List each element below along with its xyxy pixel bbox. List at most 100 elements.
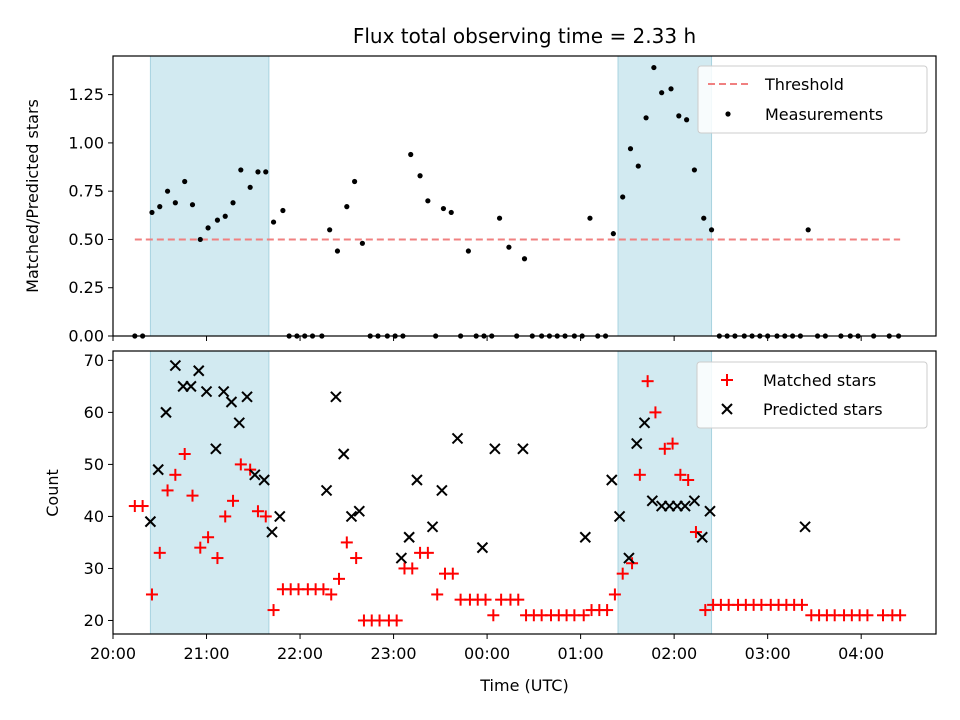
matched-star-point <box>406 562 419 575</box>
predicted-star-point <box>185 380 197 393</box>
measurement-point <box>263 169 269 175</box>
predicted-star-point <box>696 531 708 543</box>
predicted-star-point <box>613 510 626 523</box>
predicted-star-point <box>426 521 439 533</box>
predicted-star-point <box>241 391 253 403</box>
y-tick-label: 20 <box>84 611 104 630</box>
matched-star-point <box>211 552 224 565</box>
matched-star-point <box>153 546 166 559</box>
matched-star-point <box>202 531 215 544</box>
matched-star-point <box>658 442 671 455</box>
x-tick-label: 01:00 <box>558 644 604 663</box>
axes-frame <box>112 350 937 635</box>
legend-matched-swatch <box>721 374 733 386</box>
matched-star-point <box>390 614 403 627</box>
measurement-point <box>182 178 188 185</box>
measurement-point <box>805 227 811 233</box>
matched-star-point <box>421 546 434 559</box>
measurement-point <box>214 217 221 223</box>
predicted-star-point <box>320 484 333 497</box>
predicted-star-point <box>517 443 529 455</box>
measurement-point <box>668 86 674 92</box>
predicted-star-point <box>646 495 659 507</box>
measurement-point <box>352 178 358 185</box>
measurement-point <box>643 115 649 121</box>
measurement-point <box>359 240 365 246</box>
predicted-star-point <box>489 443 501 455</box>
matched-star-point <box>601 604 614 617</box>
measurement-point <box>496 215 503 221</box>
y-tick-label: 1.00 <box>68 133 104 152</box>
y-tick-label: 60 <box>84 403 104 422</box>
predicted-star-point <box>411 474 423 486</box>
measurement-point <box>230 200 236 206</box>
predicted-star-point <box>233 417 245 429</box>
legend-predicted-swatch <box>721 403 733 415</box>
measurement-point <box>238 167 244 173</box>
measurement-point <box>651 64 657 71</box>
predicted-star-point <box>395 552 408 564</box>
legend-matched-label: Matched stars <box>763 371 876 390</box>
chart-title: Flux total observing time = 2.33 h <box>353 24 696 48</box>
measurement-point <box>465 248 471 254</box>
predicted-star-point <box>638 417 651 429</box>
matched-star-point <box>169 468 182 481</box>
matched-star-point <box>219 510 232 523</box>
ratio-legend: Threshold Measurements <box>697 65 928 134</box>
matched-star-point <box>649 406 662 419</box>
predicted-star-point <box>606 474 618 486</box>
measurement-point <box>205 225 211 231</box>
measurement-point <box>676 113 682 119</box>
y-tick-label: 30 <box>84 559 104 578</box>
count-legend-box <box>696 361 928 429</box>
matched-star-point <box>227 494 240 507</box>
measurement-point <box>708 227 715 233</box>
x-tick-label: 04:00 <box>838 644 884 663</box>
y-tick-label: 50 <box>84 455 104 474</box>
y-tick-label: 0.75 <box>68 182 104 201</box>
matched-star-point <box>431 588 444 601</box>
predicted-star-point <box>144 515 157 528</box>
measurement-point <box>701 215 707 221</box>
matched-star-point <box>689 526 702 539</box>
measurement-point <box>408 151 414 158</box>
y-tick-label: 40 <box>84 507 104 526</box>
matched-star-point <box>633 468 646 481</box>
measurement-point <box>627 146 634 152</box>
matched-star-point <box>699 604 712 617</box>
ratio-legend-box <box>697 65 928 134</box>
y-tick-label: 70 <box>84 351 104 370</box>
predicted-star-point <box>799 521 811 533</box>
matched-star-point <box>267 604 280 617</box>
measurement-point <box>164 188 171 194</box>
matched-star-point <box>487 609 500 622</box>
predicted-star-point <box>623 552 635 564</box>
measurement-point <box>440 205 447 212</box>
measurement-point <box>327 227 333 233</box>
predicted-star-point <box>160 406 172 419</box>
matched-star-point <box>577 609 590 622</box>
x-tick-label: 00:00 <box>464 644 510 663</box>
predicted-star-point <box>345 510 358 523</box>
x-tick-label: 23:00 <box>371 644 417 663</box>
predicted-star-point <box>152 463 164 476</box>
measurement-point <box>172 200 178 206</box>
predicted-star-point <box>353 505 365 517</box>
measurement-point <box>587 215 593 221</box>
y-tick-label: 1.25 <box>68 85 104 104</box>
measurement-point <box>255 169 261 175</box>
x-tick-label: 21:00 <box>183 644 229 663</box>
measurement-point <box>344 204 350 210</box>
measurement-point <box>635 163 641 169</box>
axes-frame <box>112 55 937 337</box>
legend-predicted-label: Predicted stars <box>763 400 883 419</box>
measurement-point <box>684 117 690 123</box>
measurement-point <box>659 90 665 96</box>
measurement-point <box>280 207 286 214</box>
shaded-interval <box>617 350 713 635</box>
measurement-point <box>506 244 512 250</box>
measurement-point <box>270 219 277 225</box>
matched-star-point <box>861 609 874 622</box>
matched-star-point <box>340 536 353 549</box>
matched-star-point <box>161 484 174 497</box>
